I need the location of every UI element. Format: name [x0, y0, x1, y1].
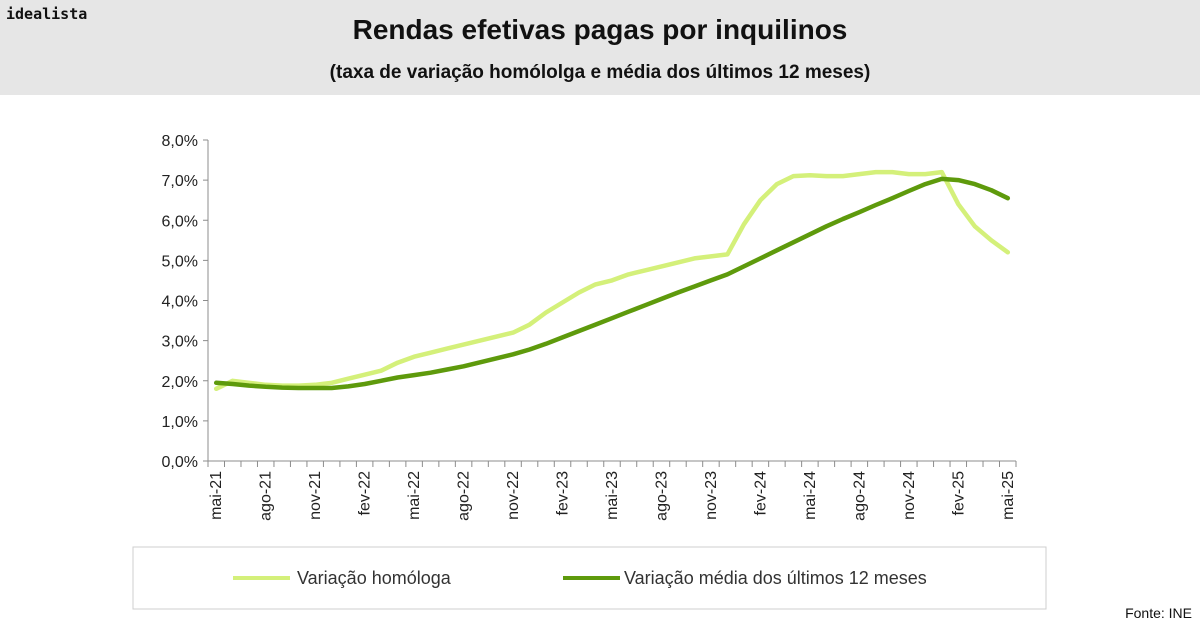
x-tick-label: ago-24 — [851, 471, 868, 521]
x-tick-label: nov-21 — [307, 471, 324, 520]
y-tick-label: 7,0% — [162, 173, 198, 190]
series-line-variacao-homologa — [213, 169, 1011, 392]
y-tick-label: 0,0% — [162, 454, 198, 471]
x-tick-label: mai-24 — [802, 471, 819, 520]
x-tick-label: nov-24 — [901, 471, 918, 520]
x-tick-label: nov-22 — [505, 471, 522, 520]
chart-legend: Variação homóloga Variação média dos últ… — [132, 546, 1047, 610]
source-note: Fonte: INE — [1125, 605, 1192, 621]
x-tick-label: ago-21 — [258, 471, 275, 521]
x-tick-label: ago-23 — [653, 471, 670, 521]
chart-subtitle: (taxa de variação homólolga e média dos … — [329, 62, 871, 83]
series-line-variacao-media — [213, 176, 1011, 391]
chart-title: Rendas efetivas pagas por inquilinos — [352, 14, 848, 45]
x-tick-label: nov-23 — [703, 471, 720, 520]
x-tick-label: fev-24 — [752, 471, 769, 516]
chart-axes: 0,0% 1,0% 2,0% 3,0% 4,0% 5,0% 6,0% 7,0% 8,0% mai-… — [162, 133, 1017, 521]
x-tick-label: fev-22 — [357, 471, 374, 516]
x-tick-label: mai-21 — [208, 471, 225, 520]
x-tick-label: fev-25 — [950, 471, 967, 516]
legend-label-variacao-homologa: Variação homóloga — [297, 568, 452, 588]
chart-series — [213, 169, 1011, 392]
x-tick-label: fev-23 — [555, 471, 572, 516]
x-tick-label: ago-22 — [456, 471, 473, 521]
x-tick-label: mai-23 — [604, 471, 621, 520]
y-tick-label: 3,0% — [162, 334, 198, 351]
brand-logo: idealista — [6, 5, 88, 23]
y-tick-label: 6,0% — [162, 213, 198, 230]
y-tick-label: 4,0% — [162, 294, 198, 311]
y-tick-label: 5,0% — [162, 253, 198, 270]
x-tick-label: mai-25 — [1000, 471, 1017, 520]
y-tick-label: 2,0% — [162, 374, 198, 391]
x-tick-label: mai-22 — [406, 471, 423, 520]
y-tick-label: 8,0% — [162, 133, 198, 150]
legend-label-variacao-media: Variação média dos últimos 12 meses — [624, 568, 927, 588]
chart-header: idealista Rendas efetivas pagas por inqu… — [0, 0, 1200, 95]
y-tick-label: 1,0% — [162, 414, 198, 431]
